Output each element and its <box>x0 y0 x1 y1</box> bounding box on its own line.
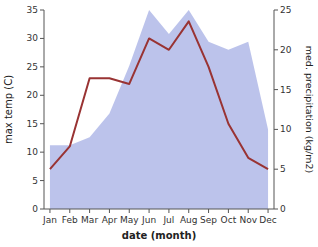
temp-line <box>50 21 268 169</box>
y-tick <box>40 38 44 39</box>
y-axis-line <box>44 10 45 209</box>
x-tick-label: Apr <box>102 215 118 225</box>
y2-tick-label: 0 <box>280 204 286 214</box>
x-tick <box>89 209 90 213</box>
chart: 051015202530350510152025JanFebMarAprMayJ… <box>0 0 318 247</box>
y-tick <box>40 209 44 210</box>
y2-tick <box>274 129 278 130</box>
x-tick-label: Jan <box>42 215 57 225</box>
y-tick-label: 15 <box>27 119 38 129</box>
x-tick-label: Jul <box>162 215 174 225</box>
y2-tick-label: 5 <box>280 164 286 174</box>
x-tick-label: Jun <box>141 215 156 225</box>
x-tick <box>228 209 229 213</box>
y2-tick <box>274 49 278 50</box>
y2-tick-label: 10 <box>280 124 292 134</box>
x-tick <box>268 209 269 213</box>
x-tick-label: Nov <box>239 215 257 225</box>
x-tick <box>248 209 249 213</box>
y-tick-label: 0 <box>32 204 38 214</box>
y-tick-label: 30 <box>27 33 39 43</box>
y-tick <box>40 10 44 11</box>
plot-area <box>50 10 268 209</box>
x-tick-label: Mar <box>81 215 98 225</box>
y2-tick <box>274 89 278 90</box>
x-tick <box>49 209 50 213</box>
y-tick <box>40 95 44 96</box>
y2-tick-label: 20 <box>280 45 292 55</box>
y-tick <box>40 180 44 181</box>
y2-tick <box>274 169 278 170</box>
x-tick-label: Dec <box>259 215 276 225</box>
y-tick-label: 25 <box>27 62 38 72</box>
x-tick-label: Sep <box>200 215 217 225</box>
x-tick-label: Aug <box>180 215 198 225</box>
y-tick <box>40 152 44 153</box>
x-tick <box>208 209 209 213</box>
y-tick-label: 35 <box>27 5 38 15</box>
chart-container: 051015202530350510152025JanFebMarAprMayJ… <box>0 0 318 247</box>
y2-tick <box>274 209 278 210</box>
y-tick-label: 5 <box>32 176 38 186</box>
x-tick <box>188 209 189 213</box>
x-tick <box>168 209 169 213</box>
y2-tick-label: 25 <box>280 5 291 15</box>
y2-axis-line <box>274 10 275 209</box>
x-axis-line <box>44 209 274 210</box>
y-tick <box>40 123 44 124</box>
y2-tick <box>274 10 278 11</box>
x-tick <box>109 209 110 213</box>
precip-area <box>50 10 268 209</box>
x-tick-label: Feb <box>62 215 78 225</box>
x-tick-label: Oct <box>221 215 237 225</box>
y2-tick-label: 15 <box>280 85 291 95</box>
y2-axis-label: med. precipitation (kg/m2) <box>304 46 315 173</box>
x-axis-label: date (month) <box>122 230 196 241</box>
y-tick <box>40 66 44 67</box>
y-tick-label: 20 <box>27 90 39 100</box>
y-axis-label: max temp (C) <box>3 75 14 144</box>
y-tick-label: 10 <box>27 147 39 157</box>
x-tick <box>149 209 150 213</box>
x-tick <box>69 209 70 213</box>
x-tick-label: May <box>120 215 139 225</box>
x-tick <box>129 209 130 213</box>
